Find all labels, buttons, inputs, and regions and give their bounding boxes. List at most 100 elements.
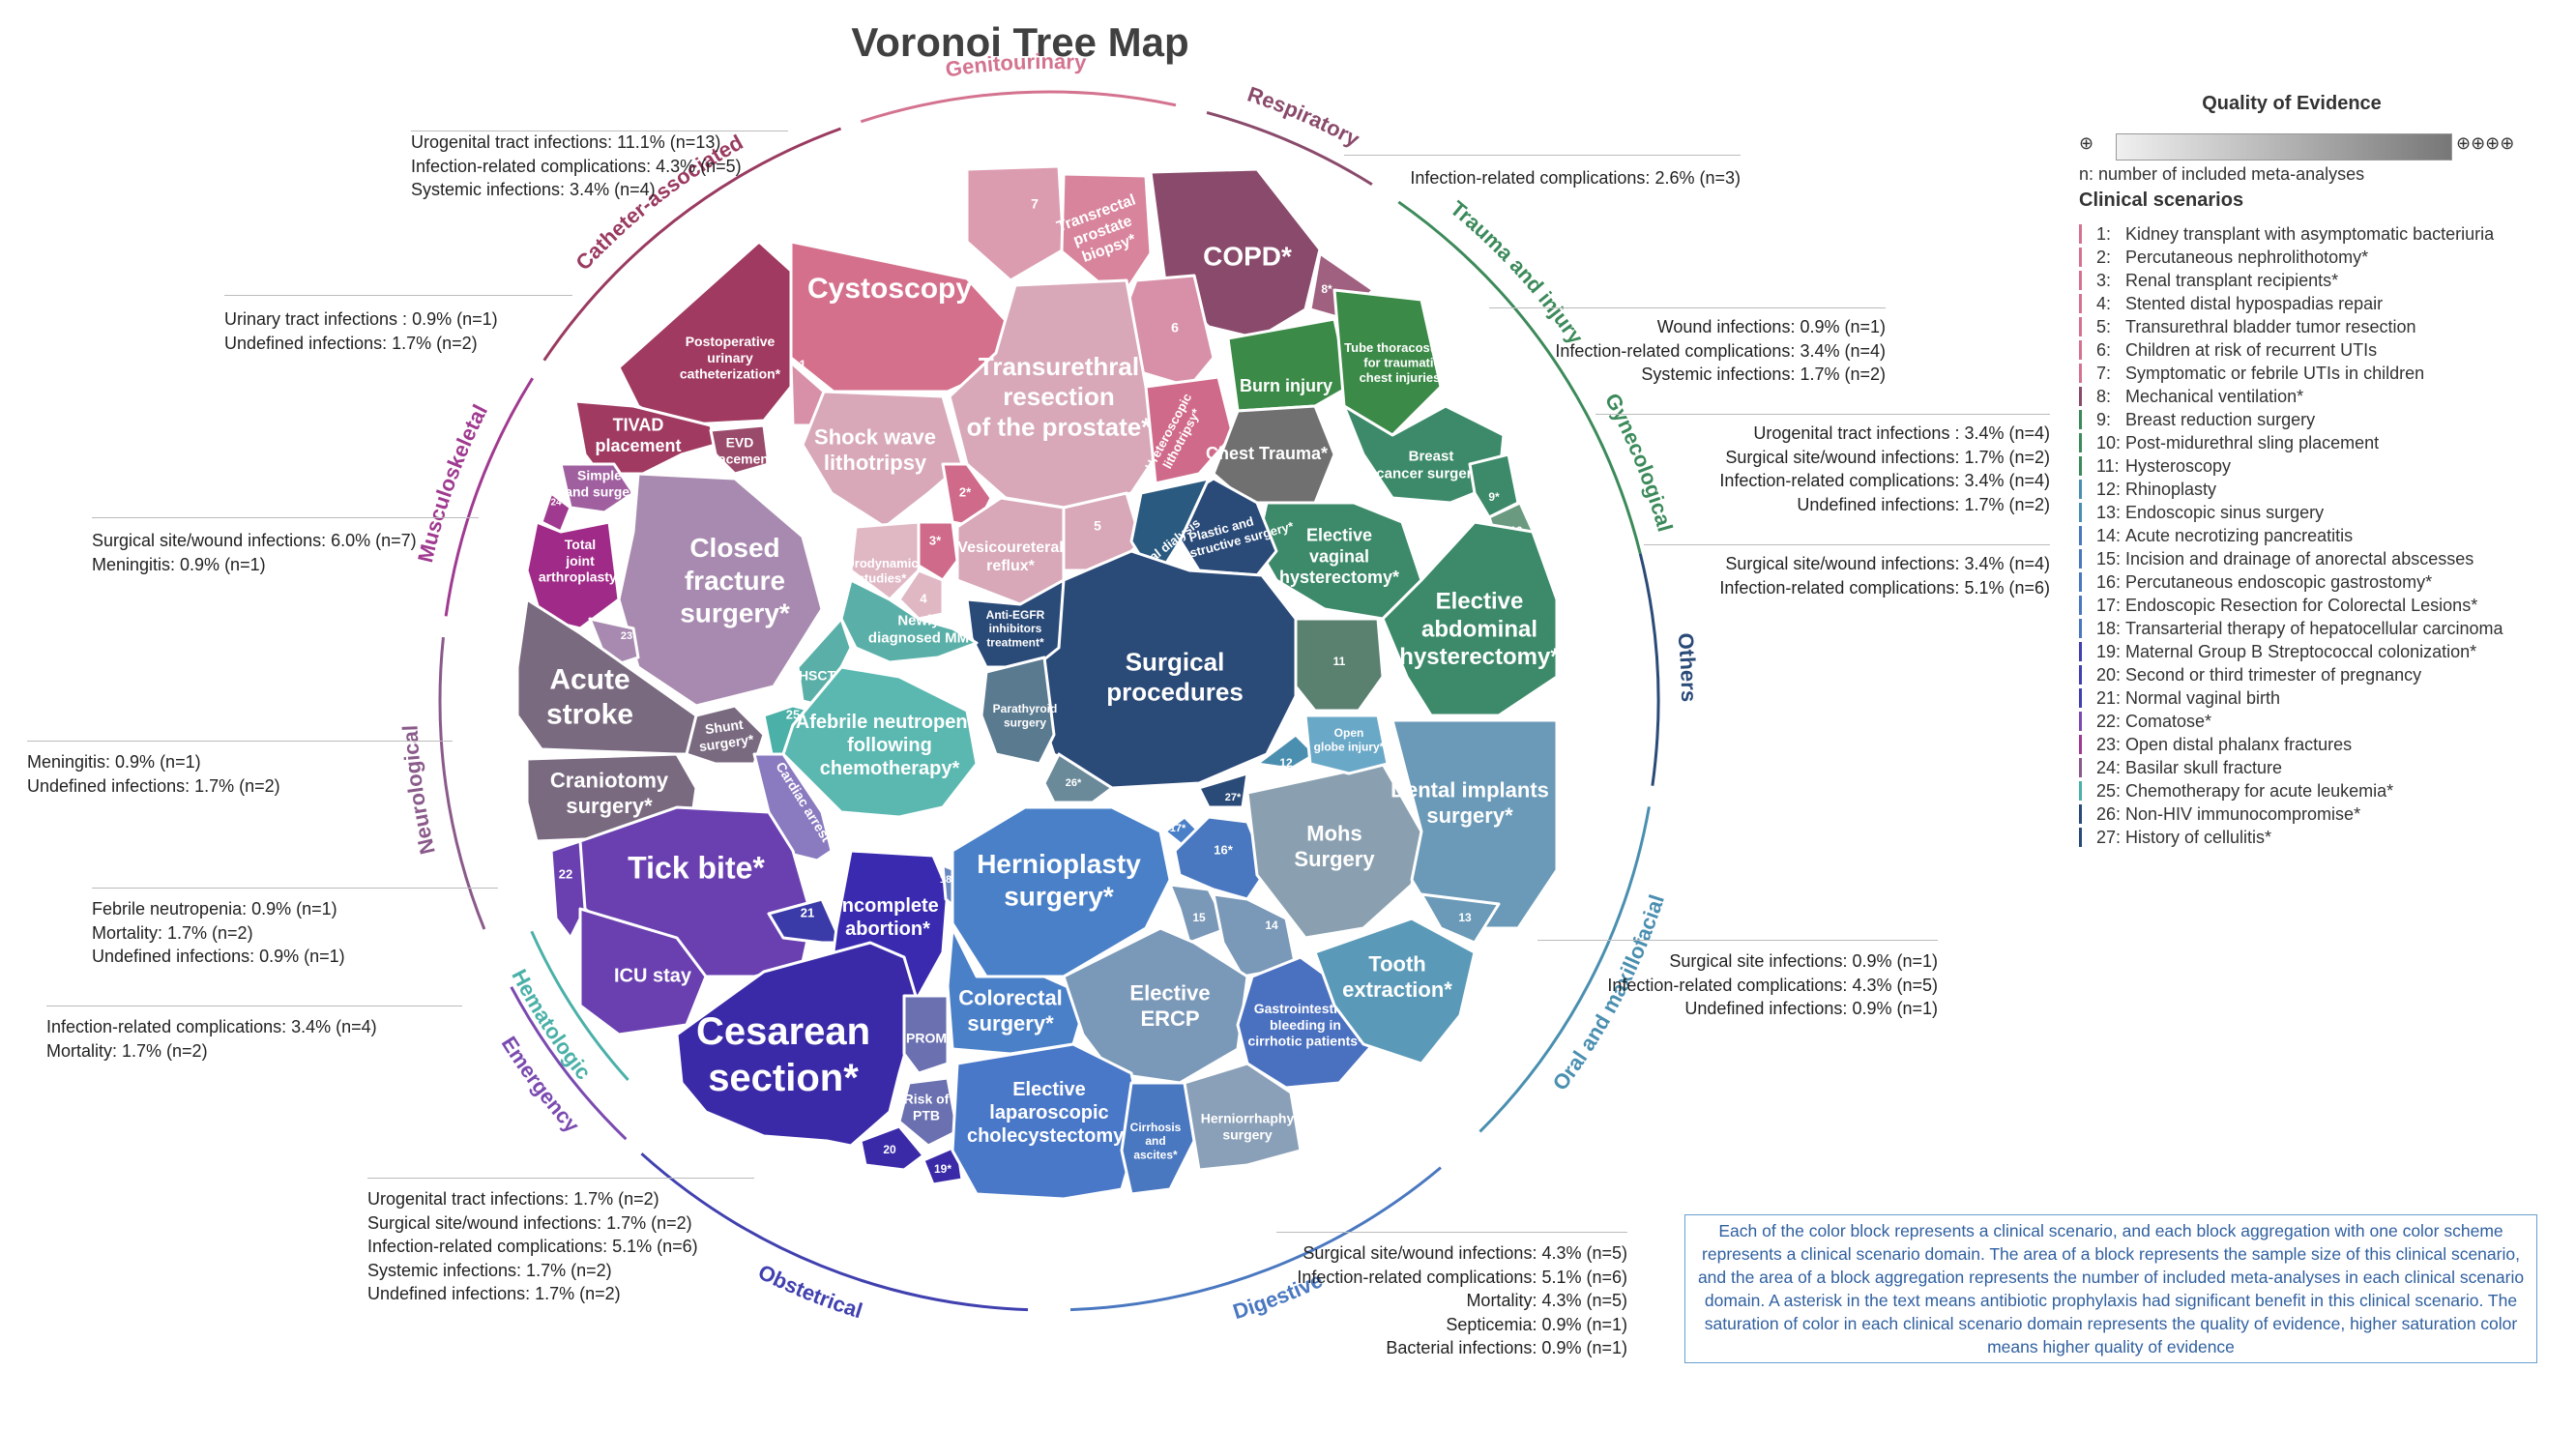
voronoi-cell-label-line: TIVAD: [613, 416, 664, 435]
voronoi-cell: Elective abdominal hysterectomy*: [1381, 520, 1560, 717]
voronoi-cell-label: Shuntsurgery*: [696, 715, 755, 754]
domain-ring: [1575, 395, 1642, 554]
voronoi-cell-label-line: Breast: [1409, 448, 1454, 464]
domain-label: Gynecological: [1600, 390, 1678, 535]
voronoi-cell-label-line: Risk of: [904, 1092, 950, 1107]
voronoi-cell-label: 19*: [934, 1162, 951, 1176]
voronoi-cell-label-line: vaginal: [1309, 546, 1369, 566]
voronoi-cell: Burn injury: [1226, 317, 1351, 413]
voronoi-cell-label-line: Anti-EGFR: [986, 608, 1045, 622]
voronoi-cell: Cesarean section*: [675, 941, 921, 1148]
legend-item-number: 12:: [2096, 480, 2122, 499]
voronoi-cell-label: Acute stroke: [546, 664, 633, 731]
legend-item-number: 4:: [2096, 294, 2112, 313]
domain-label: Others: [1673, 632, 1701, 703]
annotation-line: Undefined infections: 1.7% (n=2): [27, 775, 280, 796]
voronoi-cell: 4: [897, 569, 945, 621]
voronoi-cell: Newly diagnosed MM: [839, 578, 979, 664]
figure-title: Voronoi Tree Map: [851, 19, 1189, 65]
legend-item-text: Hysteroscopy: [2125, 456, 2232, 476]
voronoi-cell-label: Urodynamic studies*: [845, 556, 918, 586]
legend-item-text: Chemotherapy for acute leukemia*: [2125, 781, 2394, 801]
voronoi-cell-label-line: Transurethral: [979, 352, 1139, 381]
domain-ring: [640, 1152, 1029, 1312]
annotation-leader-line: [1537, 940, 1938, 941]
legend-item-text: Acute necrotizing pancreatitis: [2125, 526, 2354, 545]
voronoi-cell-label-line: Shunt: [704, 716, 745, 737]
annotation-block: Meningitis: 0.9% (n=1) Undefined infectio…: [27, 750, 280, 798]
legend-item: 7: Symptomatic or febrile UTIs in childre…: [2079, 362, 2503, 385]
legend-item-text: Second or third trimester of pregnancy: [2125, 665, 2422, 685]
voronoi-cell-shape: [1144, 375, 1235, 485]
quality-low-symbol: ⊕: [2079, 133, 2094, 153]
legend-color-bar: [2079, 503, 2082, 522]
voronoi-cell-label-line: cancer surgery*: [1376, 465, 1486, 481]
voronoi-cell-label: Anti-EGFR inhibitors treatment*: [986, 608, 1045, 650]
voronoi-cell-label-line: Mohs: [1306, 822, 1361, 846]
legend-item: 27: History of cellulitis*: [2079, 826, 2503, 849]
legend-item: 25: Chemotherapy for acute leukemia*: [2079, 779, 2503, 802]
voronoi-cell-label: 23: [621, 630, 632, 642]
voronoi-cell-label-line: Elective: [1436, 589, 1524, 615]
annotation-line: Surgical site/wound infections: 3.4% (n=…: [1725, 554, 2050, 573]
voronoi-cell-label-line: Tooth: [1368, 952, 1425, 977]
voronoi-cell-label: Closed fracture surgery*: [680, 533, 790, 627]
annotation-leader-line: [224, 295, 572, 296]
voronoi-cell-label-line: Cesarean: [696, 1010, 870, 1053]
voronoi-cell: Shuntsurgery*: [685, 704, 766, 766]
voronoi-cell-label: PROM: [906, 1031, 947, 1046]
voronoi-cell-label-line: and: [1145, 1134, 1165, 1148]
annotation-leader-line: [92, 888, 498, 889]
annotation-leader-line: [1644, 544, 2050, 545]
voronoi-cell: Afebrile neutropenic following chemotherap…: [781, 665, 983, 819]
voronoi-cell: Tooth extraction*: [1313, 917, 1477, 1065]
voronoi-cell-label-line: hysterectomy*: [1399, 644, 1560, 670]
annotation-leader-line: [1344, 155, 1741, 156]
voronoi-cell-shape: [709, 423, 771, 476]
legend-item-text: Endoscopic Resection for Colorectal Lesi…: [2125, 596, 2478, 615]
legend-item: 19: Maternal Group B Streptococcal coloni…: [2079, 640, 2503, 663]
domain-label-text: Genitourinary: [944, 49, 1088, 82]
voronoi-cell-shape: [781, 665, 979, 819]
legend-item-text: Comatose*: [2125, 712, 2212, 731]
voronoi-cell-label-line: Vesicoureteral: [957, 540, 1063, 556]
legend-item-number: 23:: [2096, 735, 2122, 754]
voronoi-cell-shape: [922, 1144, 964, 1186]
voronoi-cell-label: Mohs Surgery: [1294, 822, 1375, 871]
voronoi-cell-shape: [897, 569, 945, 621]
legend-item: 9: Breast reduction surgery: [2079, 408, 2503, 431]
voronoi-cell-label: Parathyroid surgery: [993, 702, 1058, 729]
voronoi-cell-label-line: ERCP: [1140, 1006, 1199, 1031]
legend-item: 8: Mechanical ventilation*: [2079, 385, 2503, 408]
voronoi-cell-label-line: Acute: [549, 664, 629, 696]
annotation-line: Surgical site infections: 0.9% (n=1): [1669, 951, 1938, 971]
domain-ring: [1069, 1166, 1442, 1312]
voronoi-cell: Herniorrhaphy surgery: [1183, 1062, 1303, 1172]
annotation-line: Surgical site/wound infections: 1.7% (n=…: [1725, 447, 2050, 467]
voronoi-cell-label-line: treatment*: [986, 636, 1044, 650]
voronoi-cell-label-line: Tube thoracostomy: [1344, 340, 1460, 355]
voronoi-cell: Cirrhosis and ascites*: [1120, 1081, 1196, 1196]
voronoi-cell-label-line: Closed: [689, 533, 779, 563]
annotation-line: Undefined infections: 1.7% (n=2): [1797, 494, 2050, 514]
voronoi-cell-label-line: chest injuries*: [1360, 370, 1447, 385]
legend-color-bar: [2079, 433, 2082, 452]
voronoi-cell-label-line: PTB: [913, 1107, 940, 1123]
voronoi-cell: Closed fracture surgery*: [617, 472, 824, 708]
annotation-line: Febrile neutropenia: 0.9% (n=1): [92, 899, 337, 919]
voronoi-cell-label: Elective vaginal hysterectomy*: [1279, 526, 1399, 587]
annotation-line: Undefined infections: 1.7% (n=2): [367, 1284, 621, 1303]
voronoi-cell-label-line: lithotripsy: [824, 451, 927, 475]
voronoi-cell-label: Tube thoracostomy for traumatic chest inju…: [1344, 340, 1460, 385]
voronoi-cell-label-line: Parathyroid: [993, 702, 1058, 715]
voronoi-cell-label: 27*: [1225, 792, 1242, 803]
annotation-block: Surgical site/wound infections: 6.0% (n=…: [92, 529, 417, 576]
voronoi-cell-shape: [1332, 288, 1443, 437]
voronoi-cell-label-line: extraction*: [1342, 977, 1452, 1002]
voronoi-cell-label-line: Colorectal: [958, 986, 1063, 1010]
voronoi-cell-label: Afebrile neutropenic following chemotherap…: [796, 712, 983, 779]
domain-ring: [438, 636, 486, 930]
voronoi-cell-label-line: Surgery: [1294, 847, 1375, 871]
legend-item-text: Transarterial therapy of hepatocellular …: [2125, 619, 2503, 638]
